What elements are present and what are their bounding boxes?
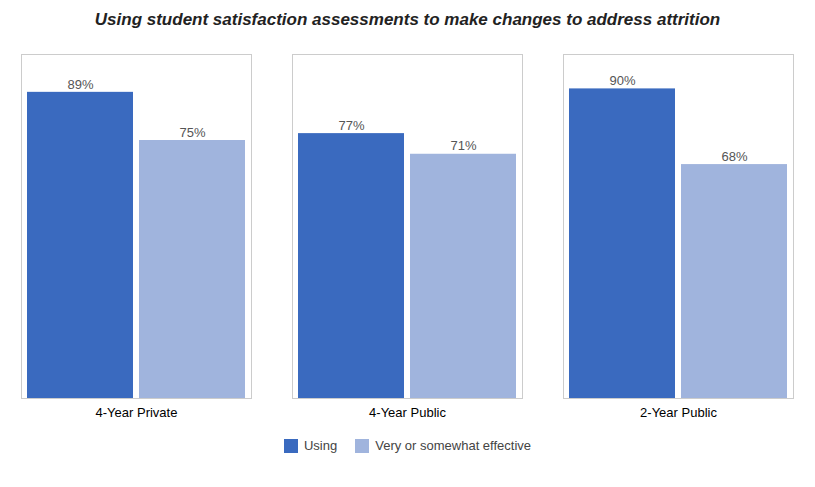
svg-text:90%: 90% <box>609 73 635 88</box>
svg-text:2-Year Public: 2-Year Public <box>640 405 717 420</box>
svg-text:75%: 75% <box>179 125 205 140</box>
svg-text:68%: 68% <box>721 149 747 164</box>
html-text:Using: Using <box>304 438 338 453</box>
svg-text:77%: 77% <box>338 118 364 133</box>
html-text:Using student satisfaction ass: Using student satisfaction assessments t… <box>94 10 721 29</box>
svg-text:4-Year Private: 4-Year Private <box>96 405 178 420</box>
svg-text:4-Year Public: 4-Year Public <box>369 405 446 420</box>
svg-text:89%: 89% <box>67 77 93 92</box>
html-text:Very or somewhat effective: Very or somewhat effective <box>375 438 531 453</box>
svg-text:71%: 71% <box>450 138 476 153</box>
